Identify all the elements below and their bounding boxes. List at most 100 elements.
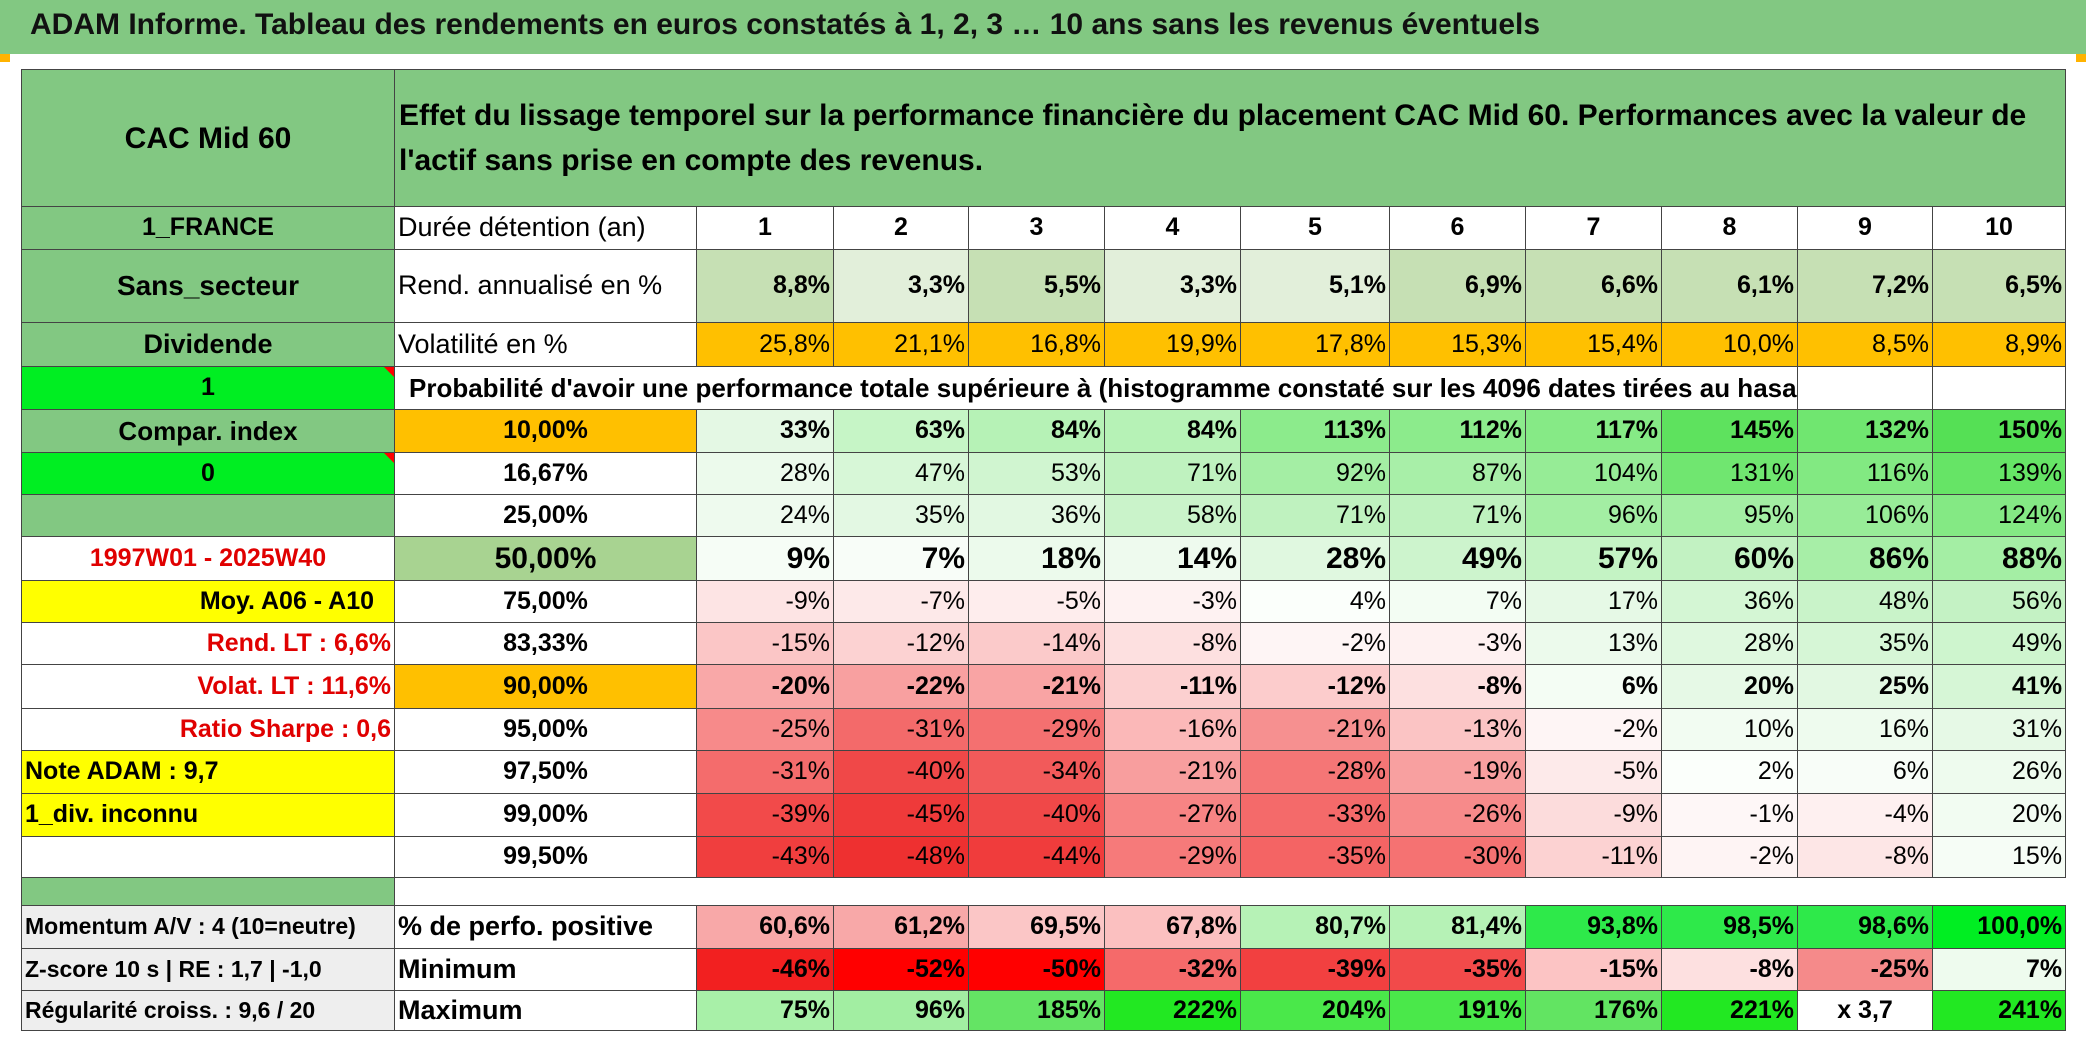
year-header: 10 [1931,206,2067,250]
empty-cell [1797,366,1933,410]
quantile-value: 56% [1931,580,2067,623]
quantile-row: Volat. LT : 11,6% 90,00% -20% -22% -21% -11% -… [21,664,2067,709]
quantile-value: 131% [1661,452,1798,495]
quantile-value: -16% [1104,708,1241,751]
quantile-value: 84% [1104,409,1241,453]
quantile-value: -11% [1104,664,1241,709]
dividend-label: Dividende [21,322,395,367]
quantile-value: -20% [696,664,834,709]
quantile-value: -29% [1104,836,1241,878]
duration-label: Durée détention (an) [394,206,697,250]
quantile-value: 20% [1661,664,1798,709]
rend-label: Rend. annualisé en % [394,249,697,323]
quantile-value: 6% [1797,750,1933,794]
stat-value: 7% [1931,948,2067,991]
quantile-value: 124% [1931,494,2067,537]
quantile-value: 106% [1797,494,1933,537]
moy-label: Moy. A06 - A10 [21,580,395,623]
stat-value: -25% [1797,948,1933,991]
volat-value: 8,5% [1797,322,1933,367]
note-adam-label: Note ADAM : 9,7 [21,750,395,794]
stat-row-maximum: Régularité croiss. : 9,6 / 20 Maximum 75% 9… [21,990,2067,1031]
quantile-value: -3% [1389,622,1526,665]
quantile-value: 113% [1240,409,1390,453]
volat-value: 21,1% [833,322,969,367]
asset-name: CAC Mid 60 [21,69,395,207]
stat-value: 176% [1525,990,1662,1031]
performance-table: CAC Mid 60 Effet du lissage temporel sur… [21,69,2067,1031]
volat-value: 10,0% [1661,322,1798,367]
spacer-empty [393,877,2066,906]
quantile-value: -26% [1389,793,1526,837]
quantile-row: 1_div. inconnu 99,00% -39% -45% -40% -27% -33%… [21,793,2067,837]
quantile-value: 35% [1797,622,1933,665]
quantile-value: 31% [1931,708,2067,751]
quantile-value: -34% [968,750,1105,794]
quantile-label: 99,50% [394,836,697,878]
momentum-label: Momentum A/V : 4 (10=neutre) [21,905,395,949]
zscore-label: Z-score 10 s | RE : 1,7 | -1,0 [21,948,395,991]
quantile-value: -48% [833,836,969,878]
quantile-value: 26% [1931,750,2067,794]
rend-value: 3,3% [1104,249,1241,323]
quantile-value: -8% [1797,836,1933,878]
year-header: 3 [968,206,1105,250]
corner-mark-right [2076,54,2086,62]
quantile-label: 83,33% [394,622,697,665]
quantile-value: 71% [1240,494,1390,537]
quantile-value: 47% [833,452,969,495]
quantile-value: 25% [1797,664,1933,709]
flag-zero-cell[interactable]: 0 [21,452,395,495]
empty-green-cell [21,494,395,537]
quantile-value: 35% [833,494,969,537]
quantile-row: Rend. LT : 6,6% 83,33% -15% -12% -14% -8% -2% -… [21,622,2067,665]
quantile-value: -27% [1104,793,1241,837]
year-header: 8 [1661,206,1798,250]
quantile-value: -25% [696,708,834,751]
quantile-value: 20% [1931,793,2067,837]
quantile-value: 36% [1661,580,1798,623]
volat-value: 17,8% [1240,322,1390,367]
year-header: 2 [833,206,969,250]
quantile-value: 14% [1104,536,1241,581]
stat-value: 69,5% [968,905,1105,949]
quantile-value: 17% [1525,580,1662,623]
quantile-value: -15% [696,622,834,665]
volat-value: 15,4% [1525,322,1662,367]
quantile-value: 71% [1104,452,1241,495]
quantile-value: 132% [1797,409,1933,453]
quantile-row: Note ADAM : 9,7 97,50% -31% -40% -34% -21% -28… [21,750,2067,794]
quantile-value: -3% [1104,580,1241,623]
flag-one-cell[interactable]: 1 [21,366,395,410]
quantile-value: -21% [968,664,1105,709]
volat-lt-label: Volat. LT : 11,6% [21,664,395,709]
quantile-row: 25,00% 24% 35% 36% 58% 71% 71% 96% 95% 106% 124% [21,494,2067,537]
quantile-value: 6% [1525,664,1662,709]
rend-value: 5,5% [968,249,1105,323]
quantile-row: 0 16,67% 28% 47% 53% 71% 92% 87% 104% 131% 116% 139… [21,452,2067,495]
probability-label: Probabilité d'avoir une performance tota… [394,366,1798,410]
quantile-value: 15% [1931,836,2067,878]
year-header: 9 [1797,206,1933,250]
empty-cell [1931,366,2067,410]
quantile-label: 75,00% [394,580,697,623]
quantile-value: 7% [833,536,969,581]
quantile-value: 49% [1389,536,1526,581]
table-description: Effet du lissage temporel sur la perform… [393,69,2067,207]
quantile-value: -40% [968,793,1105,837]
quantile-value: 13% [1525,622,1662,665]
quantile-value: 49% [1931,622,2067,665]
stat-value: 221% [1661,990,1798,1031]
sector-label: Sans_secteur [21,249,395,323]
quantile-value: 10% [1661,708,1798,751]
quantile-value: -40% [833,750,969,794]
quantile-value: 95% [1661,494,1798,537]
quantile-value: -35% [1240,836,1390,878]
quantile-value: 116% [1797,452,1933,495]
rend-value: 7,2% [1797,249,1933,323]
quantile-value: 28% [696,452,834,495]
rend-value: 5,1% [1240,249,1390,323]
quantile-value: -21% [1240,708,1390,751]
stat-value: -35% [1389,948,1526,991]
quantile-value: -43% [696,836,834,878]
